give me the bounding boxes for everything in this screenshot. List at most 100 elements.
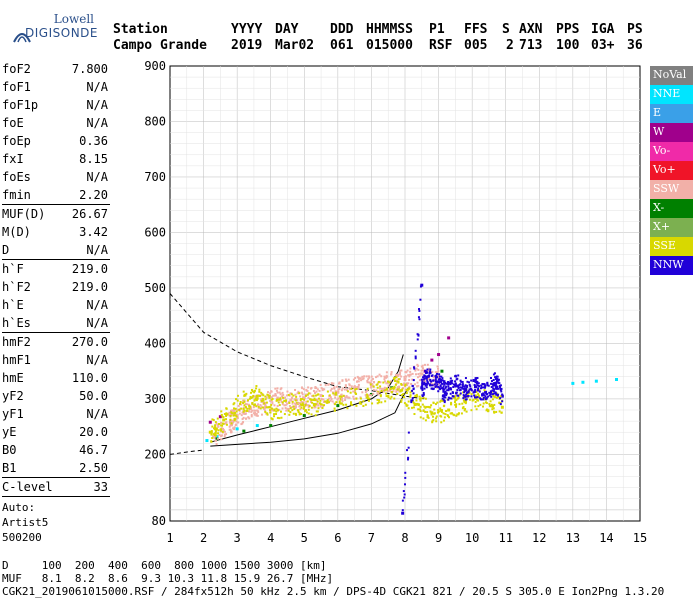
echo-dot bbox=[491, 404, 494, 407]
echo-dot bbox=[393, 386, 396, 389]
echo-dot bbox=[361, 375, 364, 378]
echo-dot bbox=[296, 399, 299, 402]
echo-dot bbox=[334, 396, 337, 399]
echo-dot bbox=[447, 398, 450, 401]
echo-dot bbox=[376, 402, 379, 405]
echo-dot bbox=[358, 402, 361, 405]
echo-dot bbox=[299, 412, 302, 415]
echo-dot bbox=[462, 399, 465, 402]
echo-dot bbox=[420, 378, 423, 381]
parameter-panel: foF2 7.800 foF1 N/A foF1p N/A foE N/A foEp 0.36 fx… bbox=[0, 60, 112, 546]
header-label: HHMMSS bbox=[366, 22, 413, 37]
echo-dot bbox=[310, 413, 313, 416]
param-value: 3.42 bbox=[79, 225, 108, 239]
param-divider bbox=[2, 259, 110, 260]
echo-dot bbox=[321, 389, 324, 392]
echo-dot bbox=[251, 409, 254, 412]
echo-dot bbox=[491, 408, 494, 411]
echo-dot bbox=[211, 436, 214, 439]
param-row: fxI 8.15 bbox=[0, 150, 112, 168]
echo-dot bbox=[224, 422, 227, 425]
echo-dot bbox=[449, 392, 452, 395]
echo-dot bbox=[425, 386, 428, 389]
echo-dot bbox=[426, 381, 429, 384]
param-row: hmF1 N/A bbox=[0, 351, 112, 369]
param-row: hmF2 270.0 bbox=[0, 333, 112, 351]
echo-dot bbox=[328, 401, 331, 404]
x-tick-label: 12 bbox=[532, 531, 546, 545]
echo-dot bbox=[303, 398, 306, 401]
echo-dot bbox=[418, 408, 421, 411]
header-label: DDD bbox=[330, 22, 354, 37]
echo-dot bbox=[499, 402, 502, 405]
echo-dot bbox=[378, 399, 381, 402]
header-label: YYYY bbox=[231, 22, 263, 37]
echo-dot bbox=[372, 385, 375, 388]
echo-dot bbox=[434, 378, 437, 381]
echo-dot bbox=[344, 378, 347, 381]
echo-dot bbox=[322, 401, 325, 404]
echo-dot bbox=[265, 406, 268, 409]
echo-dot bbox=[447, 416, 450, 419]
echo-dot bbox=[434, 380, 437, 383]
echo-dot bbox=[366, 379, 369, 382]
echo-dot bbox=[279, 398, 282, 401]
echo-dot bbox=[250, 415, 253, 418]
echo-dot bbox=[313, 397, 316, 400]
echo-dot bbox=[387, 380, 390, 383]
echo-dot bbox=[403, 496, 406, 499]
echo-dot bbox=[434, 371, 437, 374]
echo-dot bbox=[214, 426, 217, 429]
echo-dot bbox=[282, 396, 285, 399]
param-value: N/A bbox=[86, 316, 108, 330]
data-point bbox=[269, 424, 273, 428]
echo-dot bbox=[250, 388, 253, 391]
legend-item: X- bbox=[650, 199, 693, 218]
echo-dot bbox=[222, 416, 225, 419]
echo-dot bbox=[274, 393, 277, 396]
param-value: 50.0 bbox=[79, 389, 108, 403]
echo-dot bbox=[382, 390, 385, 393]
echo-dot bbox=[240, 407, 243, 410]
echo-dot bbox=[255, 395, 258, 398]
echo-dot bbox=[500, 395, 503, 398]
echo-dot bbox=[273, 404, 276, 407]
echo-dot bbox=[442, 388, 445, 391]
echo-dot bbox=[264, 398, 267, 401]
echo-dot bbox=[443, 388, 446, 391]
echo-dot bbox=[473, 383, 476, 386]
param-row: foF1p N/A bbox=[0, 96, 112, 114]
echo-dot bbox=[359, 377, 362, 380]
echo-dot bbox=[492, 390, 495, 393]
echo-dot bbox=[287, 393, 290, 396]
echo-dot bbox=[447, 388, 450, 391]
echo-dot bbox=[300, 406, 303, 409]
header-value: Mar02 bbox=[275, 38, 315, 53]
echo-dot bbox=[415, 367, 418, 370]
echo-dot bbox=[297, 402, 300, 405]
echo-dot bbox=[476, 376, 479, 379]
echo-dot bbox=[435, 415, 438, 418]
echo-dot bbox=[271, 401, 274, 404]
echo-dot bbox=[225, 407, 228, 410]
echo-dot bbox=[370, 375, 373, 378]
echo-dot bbox=[300, 400, 303, 403]
echo-dot bbox=[438, 375, 441, 378]
footer-muf-row: MUF 8.1 8.2 8.6 9.3 10.3 11.8 15.9 26.7 … bbox=[2, 572, 334, 585]
echo-dot bbox=[290, 393, 293, 396]
echo-dot bbox=[441, 379, 444, 382]
echo-dot bbox=[288, 401, 291, 404]
param-value: N/A bbox=[86, 407, 108, 421]
echo-dot bbox=[259, 407, 262, 410]
echo-dot bbox=[287, 409, 290, 412]
echo-dot bbox=[443, 395, 446, 398]
echo-dot bbox=[442, 419, 445, 422]
echo-dot bbox=[343, 388, 346, 391]
echo-dot bbox=[276, 396, 279, 399]
legend-item: Vo+ bbox=[650, 161, 693, 180]
echo-dot bbox=[379, 385, 382, 388]
echo-dot bbox=[423, 363, 426, 366]
x-tick-label: 2 bbox=[200, 531, 207, 545]
echo-dot bbox=[257, 411, 260, 414]
param-name: foF1 bbox=[2, 80, 31, 94]
